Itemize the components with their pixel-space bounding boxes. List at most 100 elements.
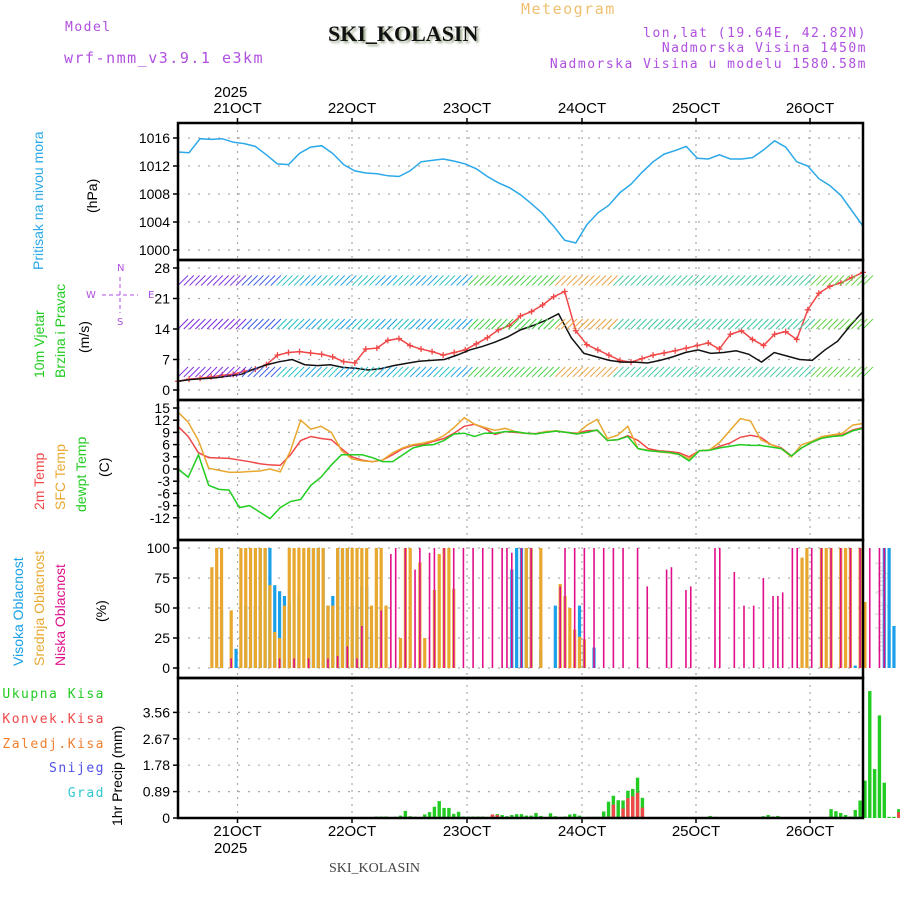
wind-barb: [746, 366, 758, 378]
precip-bar: [621, 808, 625, 818]
precip-bar: [510, 815, 514, 818]
wind-barb: [224, 318, 235, 330]
wind-barb: [328, 275, 340, 286]
wind-barb: [537, 366, 549, 378]
cloud-bar: [248, 548, 253, 668]
wind-barb: [845, 275, 856, 286]
wind-barb: [734, 366, 746, 378]
wind-barb: [287, 366, 299, 378]
wind-barb: [630, 318, 642, 330]
wind-barb: [258, 275, 270, 286]
station-title: SKI_KOLASIN: [328, 21, 479, 46]
cloud-bar: [326, 605, 330, 668]
gust-marker: [749, 336, 756, 343]
gust-marker: [705, 339, 712, 346]
wind-barb: [833, 275, 845, 286]
wind-barb: [653, 366, 665, 378]
wind-barb: [293, 275, 305, 286]
precip-bar: [766, 815, 770, 818]
wind-barb: [433, 275, 444, 286]
wind-barb: [287, 318, 299, 330]
precip-bar: [834, 811, 838, 818]
wind-barb: [723, 318, 735, 330]
wind-barb: [444, 318, 456, 330]
cloud-ytick-label: 25: [154, 630, 170, 646]
cloud-bar: [437, 554, 441, 668]
wind-barb: [363, 318, 375, 330]
wind-barb: [276, 366, 288, 378]
gust-marker: [395, 335, 402, 342]
gust-marker: [539, 302, 546, 309]
wind-barb: [502, 366, 514, 378]
wind-barb: [218, 318, 229, 330]
wind-barb: [235, 366, 247, 378]
cloud-bar: [234, 648, 238, 668]
wind-barb: [456, 366, 467, 378]
wind-barb: [369, 275, 380, 286]
time-label-bottom: 22OCT: [328, 823, 376, 840]
wind-barb: [195, 275, 206, 286]
wind-barb: [752, 318, 764, 330]
wind-barb: [508, 366, 520, 378]
cloud-bar: [297, 548, 301, 668]
wind-barb: [595, 275, 607, 286]
precip-bar: [872, 769, 877, 818]
cloud-bar: [510, 552, 513, 668]
wind-barb: [404, 275, 415, 286]
cloud-bar: [839, 548, 842, 668]
wind-barb: [195, 366, 206, 378]
cloud-bar: [820, 548, 823, 668]
wind-barb: [218, 366, 229, 378]
cloud-bar: [805, 548, 809, 668]
wind-barb: [787, 318, 798, 330]
wind-barb: [450, 275, 462, 286]
wind-barb: [566, 275, 578, 286]
wind-barb: [502, 318, 514, 330]
wind-barb: [212, 275, 224, 286]
wind-barb: [700, 275, 711, 286]
cloud-bar: [210, 567, 214, 668]
wind-barb: [334, 366, 346, 378]
legend-conv-rain: Konvek.Kisa: [2, 712, 105, 727]
cloud-bar: [501, 548, 503, 668]
wind-barb: [345, 366, 357, 378]
gust-marker: [340, 358, 347, 365]
cloud-bar: [559, 586, 561, 668]
wind-barb: [543, 366, 555, 378]
wind-barb: [584, 275, 595, 286]
precip-bar: [635, 792, 640, 818]
wind-barb: [386, 318, 398, 330]
temperature-ytick-label: 9: [162, 424, 170, 440]
gust-marker: [351, 359, 358, 366]
gust-marker: [760, 342, 767, 349]
wind-barb: [270, 275, 282, 286]
cloud-bar: [423, 638, 427, 668]
wind-barb: [851, 318, 862, 330]
cloud-ytick-label: 100: [147, 540, 171, 556]
gust-marker: [296, 348, 303, 355]
wind-barb: [206, 275, 218, 286]
cloud-bar: [277, 638, 282, 668]
wind-barb: [804, 366, 816, 378]
wind-barb: [444, 275, 456, 286]
cloud-bar: [390, 554, 392, 668]
wind-barb: [485, 318, 497, 330]
wind-barb: [682, 318, 694, 330]
wind-barb: [787, 366, 798, 378]
wind-barb: [398, 366, 409, 378]
wind-barb: [508, 318, 520, 330]
cloud-bar: [491, 548, 494, 668]
compass-e: E: [148, 290, 154, 301]
gust-marker: [605, 352, 612, 359]
wind-barb: [758, 275, 769, 286]
gust-marker: [583, 341, 590, 348]
wind-barb: [357, 318, 369, 330]
gust-marker: [672, 347, 679, 354]
cloud-bar: [481, 548, 484, 668]
wind-barb: [560, 275, 572, 286]
wind-barb: [525, 318, 537, 330]
gust-marker: [517, 312, 524, 319]
wind-barb: [340, 318, 351, 330]
precip-bar: [616, 800, 620, 818]
wind-barb: [665, 275, 676, 286]
